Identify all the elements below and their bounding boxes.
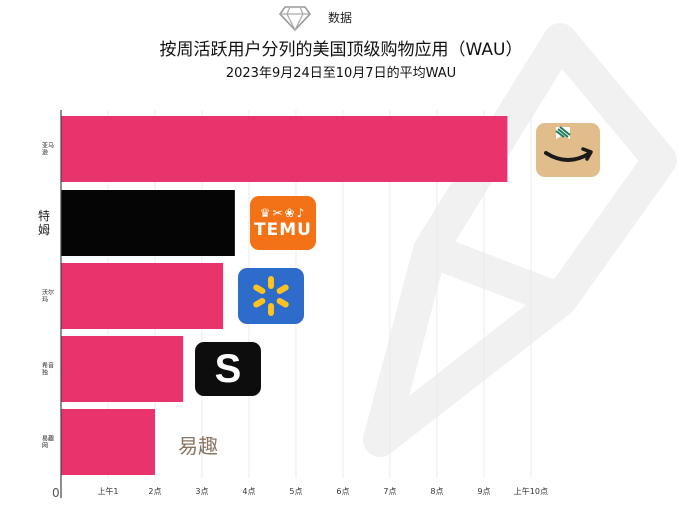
walmart-spark-icon [253,276,289,316]
chart-subtitle: 2023年9月24日至10月7日的平均WAU [225,66,457,81]
bar-2 [61,190,235,256]
x-tick-label: 5点 [289,487,302,496]
diamond-logo-icon [278,6,312,32]
bar-4 [61,336,184,402]
x-tick-label: 上午10点 [514,486,548,496]
brand-label: 数据 [328,11,353,25]
x-tick-label: 7点 [383,487,396,496]
temu-glyphs: ♛✂❀♪ [259,206,307,220]
category-label: 沃尔玛 [42,289,54,304]
amazon-smile-icon [544,126,593,162]
shein-logo-text: S [214,347,242,391]
temu-logo-text: TEMU [254,220,312,240]
shein-app-icon: S [195,342,261,396]
bar-5 [61,409,155,475]
x-tick-label: 4点 [242,487,255,496]
ebay-logo-text: 易趣 [178,434,218,458]
bar-1 [61,116,508,182]
x-tick-label: 9点 [477,487,490,496]
category-label: 亚马逊 [42,142,54,157]
x-tick-label: 2点 [148,487,161,496]
x-tick-label: 6点 [336,487,349,496]
x-tick-label: 3点 [195,487,208,496]
category-label: 易趣网 [42,435,54,450]
x-tick-label: 上午1 [97,486,118,496]
bar-3 [61,263,224,329]
category-label: 特姆 [38,208,50,237]
chart-title: 按周活跃用户分列的美国顶级购物应用（WAU） [159,40,523,60]
amazon-app-icon [536,123,600,177]
walmart-app-icon [238,268,304,324]
category-label: 希音独 [42,362,54,377]
temu-app-icon: ♛✂❀♪ TEMU [250,196,316,250]
x-origin-label: 0 [52,486,60,500]
x-tick-label: 8点 [430,487,443,496]
